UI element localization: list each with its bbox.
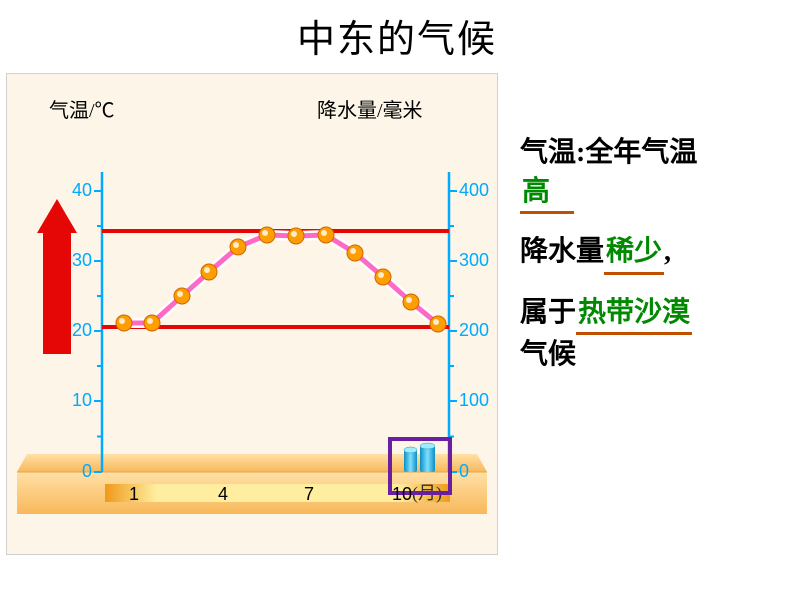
left-tick-label: 10 <box>62 390 92 411</box>
month-label: 4 <box>218 484 228 505</box>
month-label: 1 <box>129 484 139 505</box>
month-label: 7 <box>304 484 314 505</box>
climate-chart: 气温/℃ 降水量/毫米 <box>6 73 498 555</box>
left-tick-label: 0 <box>62 461 92 482</box>
right-tick-label: 0 <box>459 461 469 482</box>
right-tick-label: 300 <box>459 250 489 271</box>
climate-suffix: 气候 <box>520 339 576 370</box>
main-row: 气温/℃ 降水量/毫米 <box>0 73 794 555</box>
climate-value: 热带沙漠 <box>578 297 690 328</box>
info-panel: 气温:全年气温 高 降水量稀少, 属于热带沙漠气候 <box>498 73 794 555</box>
precip-suffix: , <box>664 236 671 267</box>
temp-info-line: 气温:全年气温 高 <box>520 133 794 214</box>
temp-label: 气温:全年气温 <box>520 137 697 168</box>
climate-label: 属于 <box>520 297 576 328</box>
month-label: 10 <box>392 484 412 505</box>
precip-info-line: 降水量稀少, <box>520 232 794 274</box>
climate-info-line: 属于热带沙漠气候 <box>520 293 794 374</box>
precip-label: 降水量 <box>520 236 604 267</box>
right-tick-label: 100 <box>459 390 489 411</box>
left-tick-label: 30 <box>62 250 92 271</box>
left-tick-label: 20 <box>62 320 92 341</box>
precip-value: 稀少 <box>606 236 662 267</box>
left-tick-label: 40 <box>62 180 92 201</box>
page-title: 中东的气候 <box>0 0 794 63</box>
right-tick-label: 200 <box>459 320 489 341</box>
right-tick-label: 400 <box>459 180 489 201</box>
temp-value: 高 <box>522 176 550 207</box>
